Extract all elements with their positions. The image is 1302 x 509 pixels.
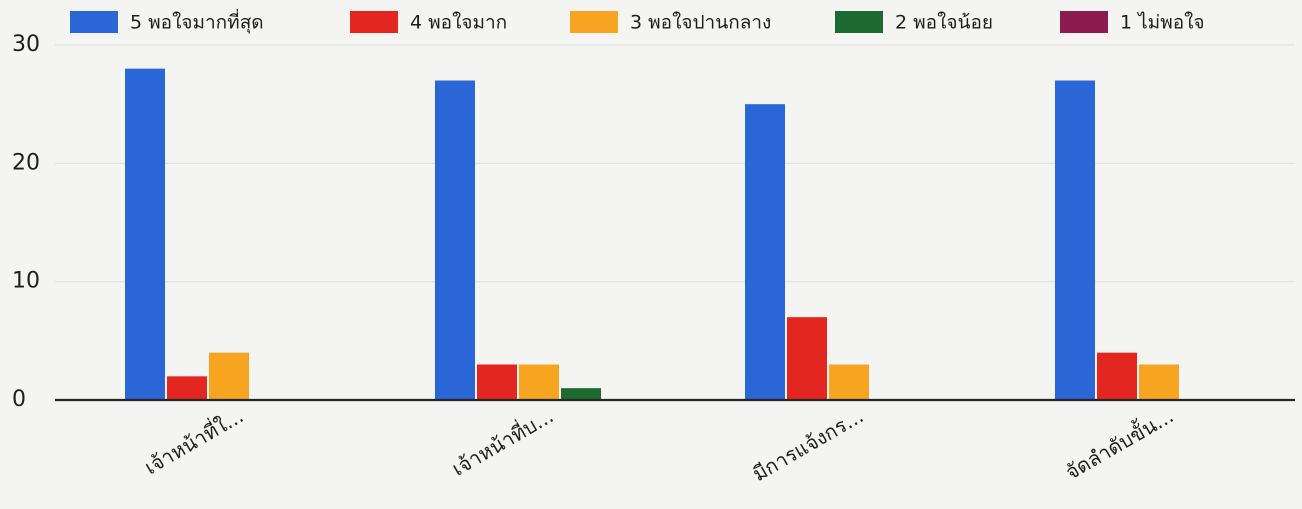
bar-category4-series2 — [1097, 352, 1137, 400]
bar-category4-series1 — [1055, 80, 1095, 400]
legend-label: 3 พอใจปานกลาง — [630, 12, 771, 34]
y-tick-label: 0 — [12, 387, 26, 412]
legend-label: 1 ไม่พอใจ — [1120, 12, 1205, 34]
bar-category2-series4 — [561, 388, 601, 400]
bar-category4-series3 — [1139, 364, 1179, 400]
bar-category1-series1 — [125, 68, 165, 401]
y-tick-label: 10 — [12, 269, 40, 294]
legend-label: 2 พอใจน้อย — [895, 12, 993, 34]
bars — [125, 68, 1179, 401]
legend-item: 1 ไม่พอใจ — [1060, 11, 1205, 34]
legend-label: 5 พอใจมากที่สุด — [130, 9, 264, 35]
bar-group-3 — [745, 104, 869, 401]
y-tick-label: 20 — [12, 150, 40, 175]
legend-swatch — [350, 11, 398, 33]
legend-item: 5 พอใจมากที่สุด — [70, 9, 264, 35]
legend-item: 3 พอใจปานกลาง — [570, 11, 771, 34]
bar-category3-series1 — [745, 104, 785, 401]
bar-category1-series2 — [167, 376, 207, 400]
bar-group-1 — [125, 68, 249, 401]
bar-category2-series1 — [435, 80, 475, 400]
bar-group-2 — [435, 80, 601, 400]
bar-category3-series3 — [829, 364, 869, 400]
legend-swatch — [70, 11, 118, 33]
legend-swatch — [1060, 11, 1108, 33]
bar-category3-series2 — [787, 317, 827, 400]
y-tick-label: 30 — [12, 32, 40, 57]
bar-category1-series3 — [209, 352, 249, 400]
y-axis-tick-labels: 0 10 20 30 — [12, 32, 40, 412]
legend-label: 4 พอใจมาก — [410, 12, 507, 34]
bar-category2-series3 — [519, 364, 559, 400]
legend: 5 พอใจมากที่สุด 4 พอใจมาก 3 พอใจปานกลาง 2 พ… — [70, 9, 1205, 35]
bar-group-4 — [1055, 80, 1179, 400]
legend-item: 4 พอใจมาก — [350, 11, 507, 34]
legend-swatch — [835, 11, 883, 33]
legend-item: 2 พอใจน้อย — [835, 11, 993, 34]
bar-category2-series2 — [477, 364, 517, 400]
legend-swatch — [570, 11, 618, 33]
